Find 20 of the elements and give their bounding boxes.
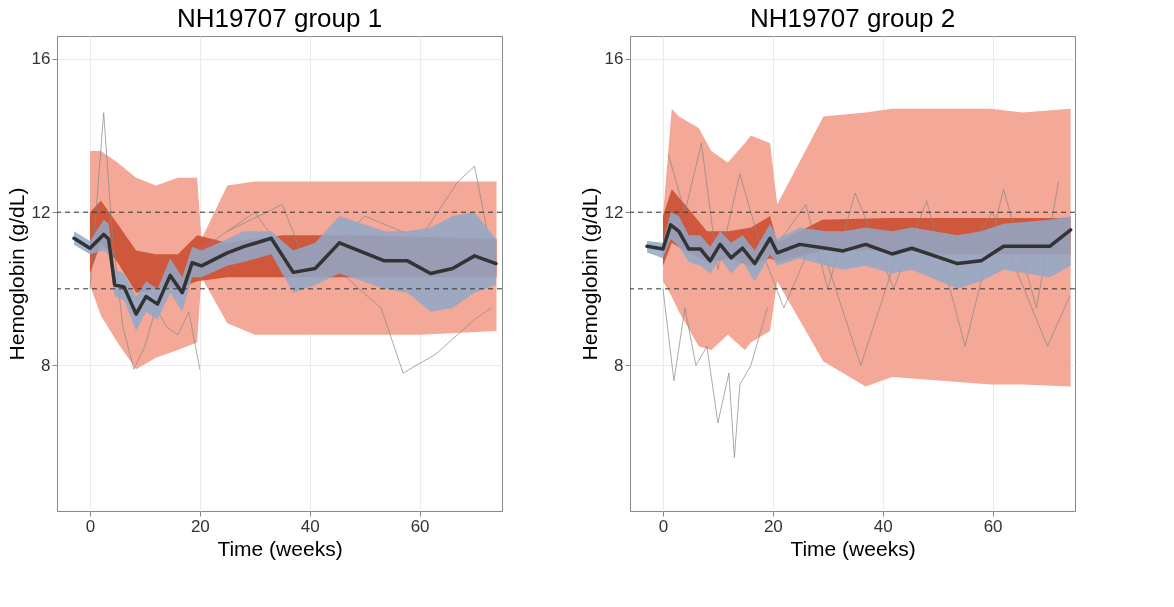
- x-tick-label: 40: [300, 516, 320, 536]
- x-tick-label: 0: [658, 516, 669, 536]
- y-tick-label: 16: [31, 49, 51, 69]
- x-tick-label: 60: [410, 516, 430, 536]
- y-tick-label: 16: [604, 49, 624, 69]
- y-tick-label: 12: [31, 202, 51, 222]
- chart-title: NH19707 group 1: [176, 3, 383, 33]
- x-tick-label: 20: [190, 516, 210, 536]
- x-tick-label: 0: [85, 516, 96, 536]
- y-tick-label: 8: [41, 355, 51, 375]
- y-tick-label: 8: [614, 355, 624, 375]
- x-tick-label: 20: [763, 516, 783, 536]
- chart-title: NH19707 group 2: [749, 3, 956, 33]
- x-tick-label: 60: [983, 516, 1003, 536]
- x-axis-title: Time (weeks): [790, 536, 916, 560]
- x-tick-label: 40: [873, 516, 893, 536]
- x-axis-title: Time (weeks): [217, 536, 343, 560]
- y-axis-title: Hemoglobin (g/dL): [577, 187, 601, 361]
- y-axis-title: Hemoglobin (g/dL): [4, 187, 28, 361]
- y-tick-label: 12: [604, 202, 624, 222]
